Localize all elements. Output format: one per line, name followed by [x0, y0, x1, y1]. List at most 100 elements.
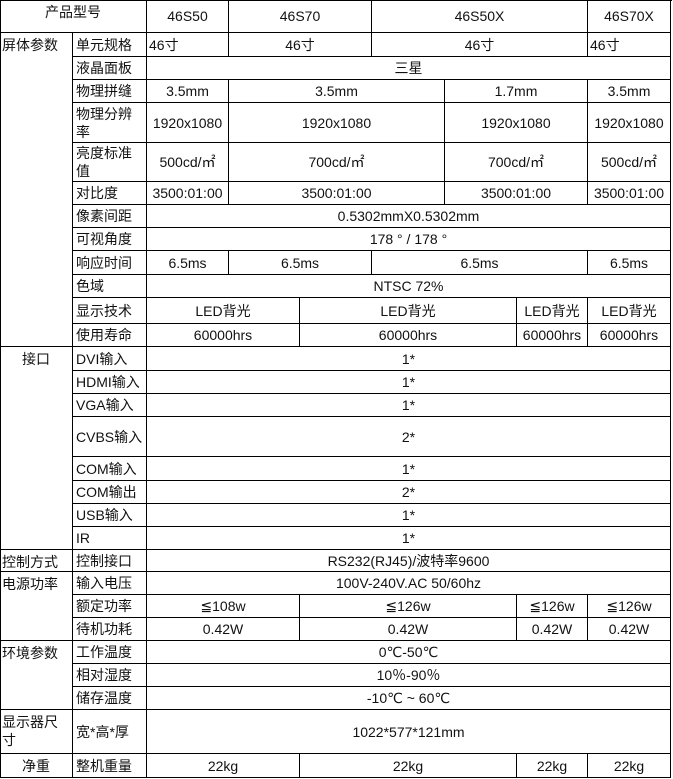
value-cell: LED背光: [300, 298, 517, 324]
group-label: 控制方式: [0, 550, 73, 572]
group-label: 显示器尺寸: [0, 710, 73, 754]
value-cell: 1022*577*121mm: [147, 710, 671, 754]
row-label: 输入电压: [73, 572, 147, 595]
value-cell: 1*: [147, 457, 671, 481]
group-label: 屏体参数: [0, 33, 73, 347]
group-label: 净重: [0, 754, 73, 778]
group-label: 环境参数: [0, 641, 73, 710]
value-cell: 0.5302mmX0.5302mm: [147, 205, 671, 228]
value-cell: 46寸: [229, 33, 372, 57]
value-cell: LED背光: [147, 298, 300, 324]
value-cell: 0.42W: [517, 618, 588, 641]
row-label: 相对湿度: [73, 664, 147, 687]
value-cell: LED背光: [588, 298, 671, 324]
value-cell: 10％-90％: [147, 664, 671, 687]
value-cell: 46寸: [147, 33, 229, 57]
row-label: COM输入: [73, 457, 147, 481]
value-cell: 0.42W: [300, 618, 517, 641]
row-label: 宽*高*厚: [73, 710, 147, 754]
value-cell: -10℃ ~ 60℃: [147, 687, 671, 710]
row-label: COM输出: [73, 481, 147, 504]
row-label: 整机重量: [73, 754, 147, 778]
value-cell: ≦126w: [517, 595, 588, 618]
value-cell: 1*: [147, 527, 671, 550]
value-cell: 0℃-50℃: [147, 641, 671, 664]
value-cell: 100V-240V.AC 50/60hz: [147, 572, 671, 595]
value-cell: 3500:01:00: [147, 182, 229, 205]
row-label: IR: [73, 527, 147, 550]
row-label: HDMI输入: [73, 371, 147, 394]
row-label: 像素间距: [73, 205, 147, 228]
row-label: 控制接口: [73, 550, 147, 572]
value-cell: 1920x1080: [588, 103, 671, 143]
row-label: VGA输入: [73, 394, 147, 417]
group-label: 接口: [0, 347, 73, 550]
row-label: 响应时间: [73, 251, 147, 275]
value-cell: 46寸: [372, 33, 588, 57]
value-cell: 60000hrs: [300, 324, 517, 347]
group-label: 电源功率: [0, 572, 73, 641]
row-label: 色域: [73, 275, 147, 298]
header-model: 46S70: [229, 0, 372, 33]
value-cell: 1*: [147, 371, 671, 394]
row-label: 储存温度: [73, 687, 147, 710]
row-label: 单元规格: [73, 33, 147, 57]
value-cell: 500cd/㎡: [588, 143, 671, 182]
value-cell: RS232(RJ45)/波特率9600: [147, 550, 671, 572]
value-cell: 三星: [147, 57, 671, 80]
row-label: 物理分辨率: [73, 103, 147, 143]
value-cell: 500cd/㎡: [147, 143, 229, 182]
value-cell: ≦126w: [300, 595, 517, 618]
row-label: 使用寿命: [73, 324, 147, 347]
value-cell: 1*: [147, 504, 671, 527]
value-cell: 1*: [147, 394, 671, 417]
value-cell: 1920x1080: [147, 103, 229, 143]
header-model: 46S50: [147, 0, 229, 33]
row-label: 额定功率: [73, 595, 147, 618]
value-cell: NTSC 72%: [147, 275, 671, 298]
value-cell: 178 ° / 178 °: [147, 228, 671, 251]
row-label: 工作温度: [73, 641, 147, 664]
header-model: 46S70X: [588, 0, 671, 33]
row-label: CVBS输入: [73, 417, 147, 457]
value-cell: 22kg: [147, 754, 300, 778]
header-product-model: 产品型号: [0, 0, 147, 33]
value-cell: 3.5mm: [147, 80, 229, 103]
value-cell: 1920x1080: [445, 103, 588, 143]
value-cell: 3.5mm: [229, 80, 445, 103]
row-label: 亮度标准值: [73, 143, 147, 182]
row-label: 显示技术: [73, 298, 147, 324]
value-cell: 46寸: [588, 33, 671, 57]
value-cell: 22kg: [300, 754, 517, 778]
row-label: 待机功耗: [73, 618, 147, 641]
value-cell: 0.42W: [147, 618, 300, 641]
value-cell: 22kg: [588, 754, 671, 778]
row-label: 物理拼缝: [73, 80, 147, 103]
value-cell: 3500:01:00: [588, 182, 671, 205]
value-cell: 60000hrs: [517, 324, 588, 347]
row-label: DVI输入: [73, 347, 147, 371]
value-cell: 1*: [147, 347, 671, 371]
header-model: 46S50X: [372, 0, 588, 33]
value-cell: 0.42W: [588, 618, 671, 641]
value-cell: 1920x1080: [229, 103, 445, 143]
value-cell: 700cd/㎡: [229, 143, 445, 182]
row-label: 液晶面板: [73, 57, 147, 80]
value-cell: 2*: [147, 417, 671, 457]
value-cell: 6.5ms: [372, 251, 588, 275]
value-cell: 700cd/㎡: [445, 143, 588, 182]
row-label: USB输入: [73, 504, 147, 527]
value-cell: 1.7mm: [445, 80, 588, 103]
value-cell: 6.5ms: [147, 251, 229, 275]
value-cell: 60000hrs: [147, 324, 300, 347]
value-cell: 3500:01:00: [229, 182, 445, 205]
row-label: 可视角度: [73, 228, 147, 251]
value-cell: ≦108w: [147, 595, 300, 618]
row-label: 对比度: [73, 182, 147, 205]
value-cell: 6.5ms: [229, 251, 372, 275]
value-cell: 22kg: [517, 754, 588, 778]
value-cell: 3.5mm: [588, 80, 671, 103]
value-cell: 3500:01:00: [445, 182, 588, 205]
value-cell: LED背光: [517, 298, 588, 324]
